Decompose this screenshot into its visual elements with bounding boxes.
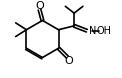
- Text: OH: OH: [97, 26, 112, 36]
- Text: O: O: [64, 56, 73, 66]
- Text: N: N: [89, 26, 96, 36]
- Text: O: O: [35, 1, 44, 11]
